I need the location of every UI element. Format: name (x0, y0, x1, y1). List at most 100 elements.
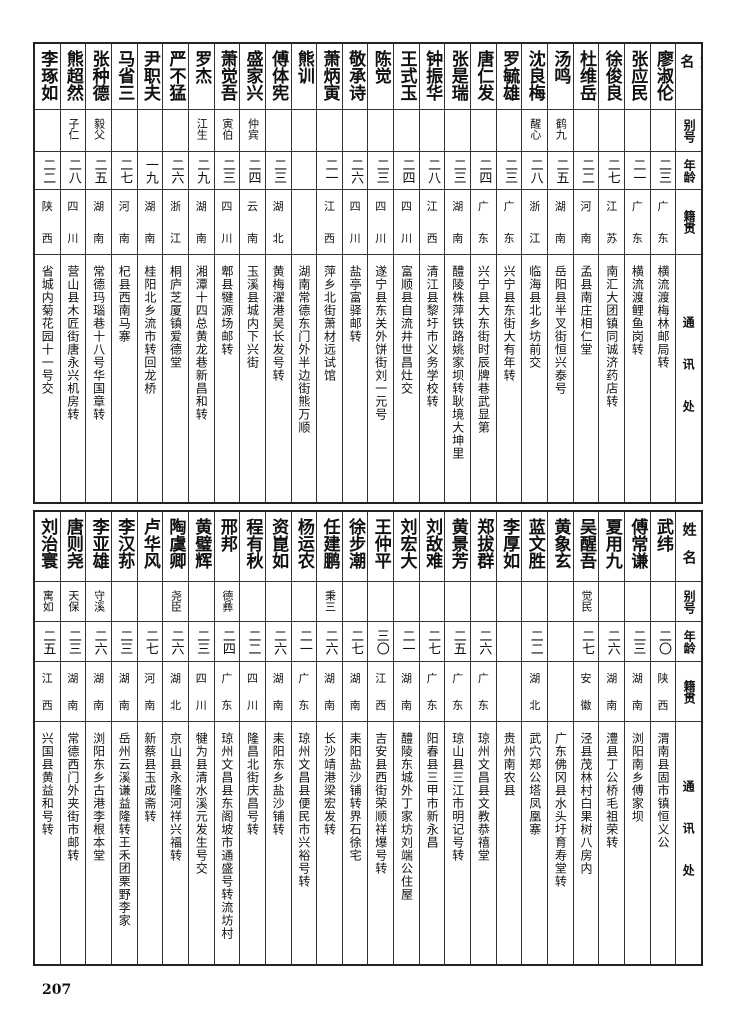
alias-cell (240, 582, 265, 622)
alias-cell (471, 110, 496, 152)
person-name: 蓝文胜 (524, 518, 545, 569)
person-name: 黄象玄 (550, 518, 571, 569)
record-column: 盛家兴 仲宾 二四云南玉溪县城内下兴街 (239, 44, 265, 502)
age-cell: 一九 (137, 152, 163, 190)
address-text: 杞县西南马寨 (117, 265, 132, 343)
native-place-cell: 广东 (471, 190, 496, 255)
address-cell: 湖南常德东门外半边街熊万顺 (292, 255, 317, 502)
age-text: 二六 (322, 628, 338, 655)
record-column: 程有秋 二二四川隆昌北街庆昌号转 (239, 512, 265, 964)
native-province-part1: 四 (221, 200, 233, 213)
age-cell: 二七 (599, 152, 625, 190)
age-text: 二六 (168, 628, 184, 655)
record-column: 张应民 二一广东横流渡鲤鱼岗转 (624, 44, 650, 502)
header-label-name: 姓名 (680, 522, 697, 578)
alias-cell: 毅父 (86, 110, 111, 152)
address-text: 琼州文昌县文教恭禧堂 (476, 732, 491, 862)
age-text: 二七 (348, 628, 364, 655)
age-text: 二六 (271, 628, 287, 655)
native-province-part1: 江 (606, 200, 618, 213)
record-column: 严不猛 二六浙江桐庐芝厦镇爱德堂 (162, 44, 188, 502)
record-column: 任建鹏 秉三 二六湖南长沙靖港梁宏发转 (316, 512, 342, 964)
native-province-part2: 西 (41, 232, 53, 245)
native-province-part2: 北 (529, 699, 541, 712)
age-text: 二一 (630, 157, 646, 184)
native-place-cell: 湖北 (163, 662, 188, 722)
address-cell: 浏阳东乡古港李根本堂 (86, 722, 111, 964)
native-place-cell: 湖南 (137, 190, 163, 255)
address-text: 琼州文昌县东阁坡市通盛号转流坊村 (219, 732, 234, 940)
record-column: 资崑如 二六湖南耒阳东乡盐沙铺转 (264, 512, 291, 964)
address-text: 醴陵东城外丁家坊刘端公住屋 (399, 732, 414, 901)
address-text: 渭南县固市镇恒义公 (656, 732, 671, 849)
alias-text: 德彝 (220, 590, 234, 612)
age-cell (496, 622, 522, 662)
age-cell: 二三 (60, 622, 86, 662)
name-cell: 罗毓雄 (496, 44, 522, 110)
address-text: 横流渡鲤鱼岗转 (630, 265, 645, 356)
address-text: 遂宁县东关外饼街刘一元号 (373, 265, 388, 421)
age-text: 二四 (245, 157, 261, 184)
native-place-cell: 湖南 (317, 662, 342, 722)
native-place-cell: 河南 (573, 190, 599, 255)
age-cell: 二五 (34, 622, 60, 662)
name-cell: 严不猛 (163, 44, 188, 110)
address-text: 耒阳盐沙铺转界石徐宅 (348, 732, 363, 862)
age-text: 二六 (348, 157, 364, 184)
alias-cell (342, 110, 368, 152)
address-cell: 南汇大团镇同诚济药店转 (599, 255, 624, 502)
address-text: 郫县犍源场邮转 (219, 265, 234, 356)
age-cell: 二三 (625, 622, 650, 662)
person-name: 邢邦 (216, 518, 237, 552)
native-place-cell: 陕西 (650, 662, 676, 722)
address-cell: 岳州云溪谦益隆转王禾团栗野李家 (112, 722, 137, 964)
alias-cell (368, 582, 394, 622)
address-cell: 京山县永隆河祥兴福转 (163, 722, 188, 964)
address-text: 浏阳南乡傅家坝 (630, 732, 645, 823)
age-cell (548, 622, 573, 662)
native-place-cell (496, 662, 522, 722)
age-cell: 二七 (342, 622, 368, 662)
name-cell: 萧觉吾 (214, 44, 240, 110)
person-name: 李汉荪 (114, 518, 135, 569)
native-province-part1: 湖 (93, 672, 105, 685)
age-cell: 二一 (291, 622, 317, 662)
native-place-cell: 四川 (394, 190, 419, 255)
name-cell: 张应民 (625, 44, 650, 110)
age-text: 二四 (219, 628, 235, 655)
person-name: 萧觉吾 (216, 50, 237, 101)
age-text: 二七 (579, 628, 595, 655)
address-text: 岳州云溪谦益隆转王禾团栗野李家 (117, 732, 132, 927)
age-cell: 二四 (471, 152, 496, 190)
person-name: 熊训 (293, 50, 314, 84)
native-province-part1: 广 (298, 672, 310, 685)
age-text: 二三 (656, 157, 672, 184)
native-province-part1: 广 (426, 672, 438, 685)
person-name: 刘治寰 (37, 518, 58, 569)
alias-text: 守溪 (92, 590, 106, 612)
alias-cell (368, 110, 394, 152)
age-text: 二四 (476, 157, 492, 184)
native-province-part2: 东 (298, 699, 310, 712)
native-province-part2: 南 (144, 232, 156, 245)
native-province-part2: 川 (400, 232, 412, 245)
record-column: 沈良梅 醒心 二八浙江临海县北乡坊前交 (521, 44, 548, 502)
header-label-alias: 别号 (682, 589, 697, 614)
age-text: 二三 (117, 628, 133, 655)
person-name: 廖淑伦 (653, 50, 674, 101)
alias-cell (394, 110, 419, 152)
age-text: 二五 (40, 628, 56, 655)
name-cell: 陈觉 (368, 44, 394, 110)
name-cell: 邢邦 (214, 512, 240, 582)
native-province-part1: 四 (375, 200, 387, 213)
person-name: 陈觉 (370, 50, 391, 84)
address-cell: 临海县北乡坊前交 (522, 255, 547, 502)
alias-cell: 醒心 (522, 110, 548, 152)
person-name: 吴醒吾 (576, 518, 597, 569)
age-cell: 二六 (265, 622, 291, 662)
address-cell: 常德玛瑙巷十八号华国章转 (86, 255, 111, 502)
address-text: 营山县木匠街唐永兴机房转 (65, 265, 80, 421)
name-cell: 刘治寰 (34, 512, 60, 582)
address-text: 京山县永隆河祥兴福转 (168, 732, 183, 862)
native-province-part2: 川 (349, 232, 361, 245)
